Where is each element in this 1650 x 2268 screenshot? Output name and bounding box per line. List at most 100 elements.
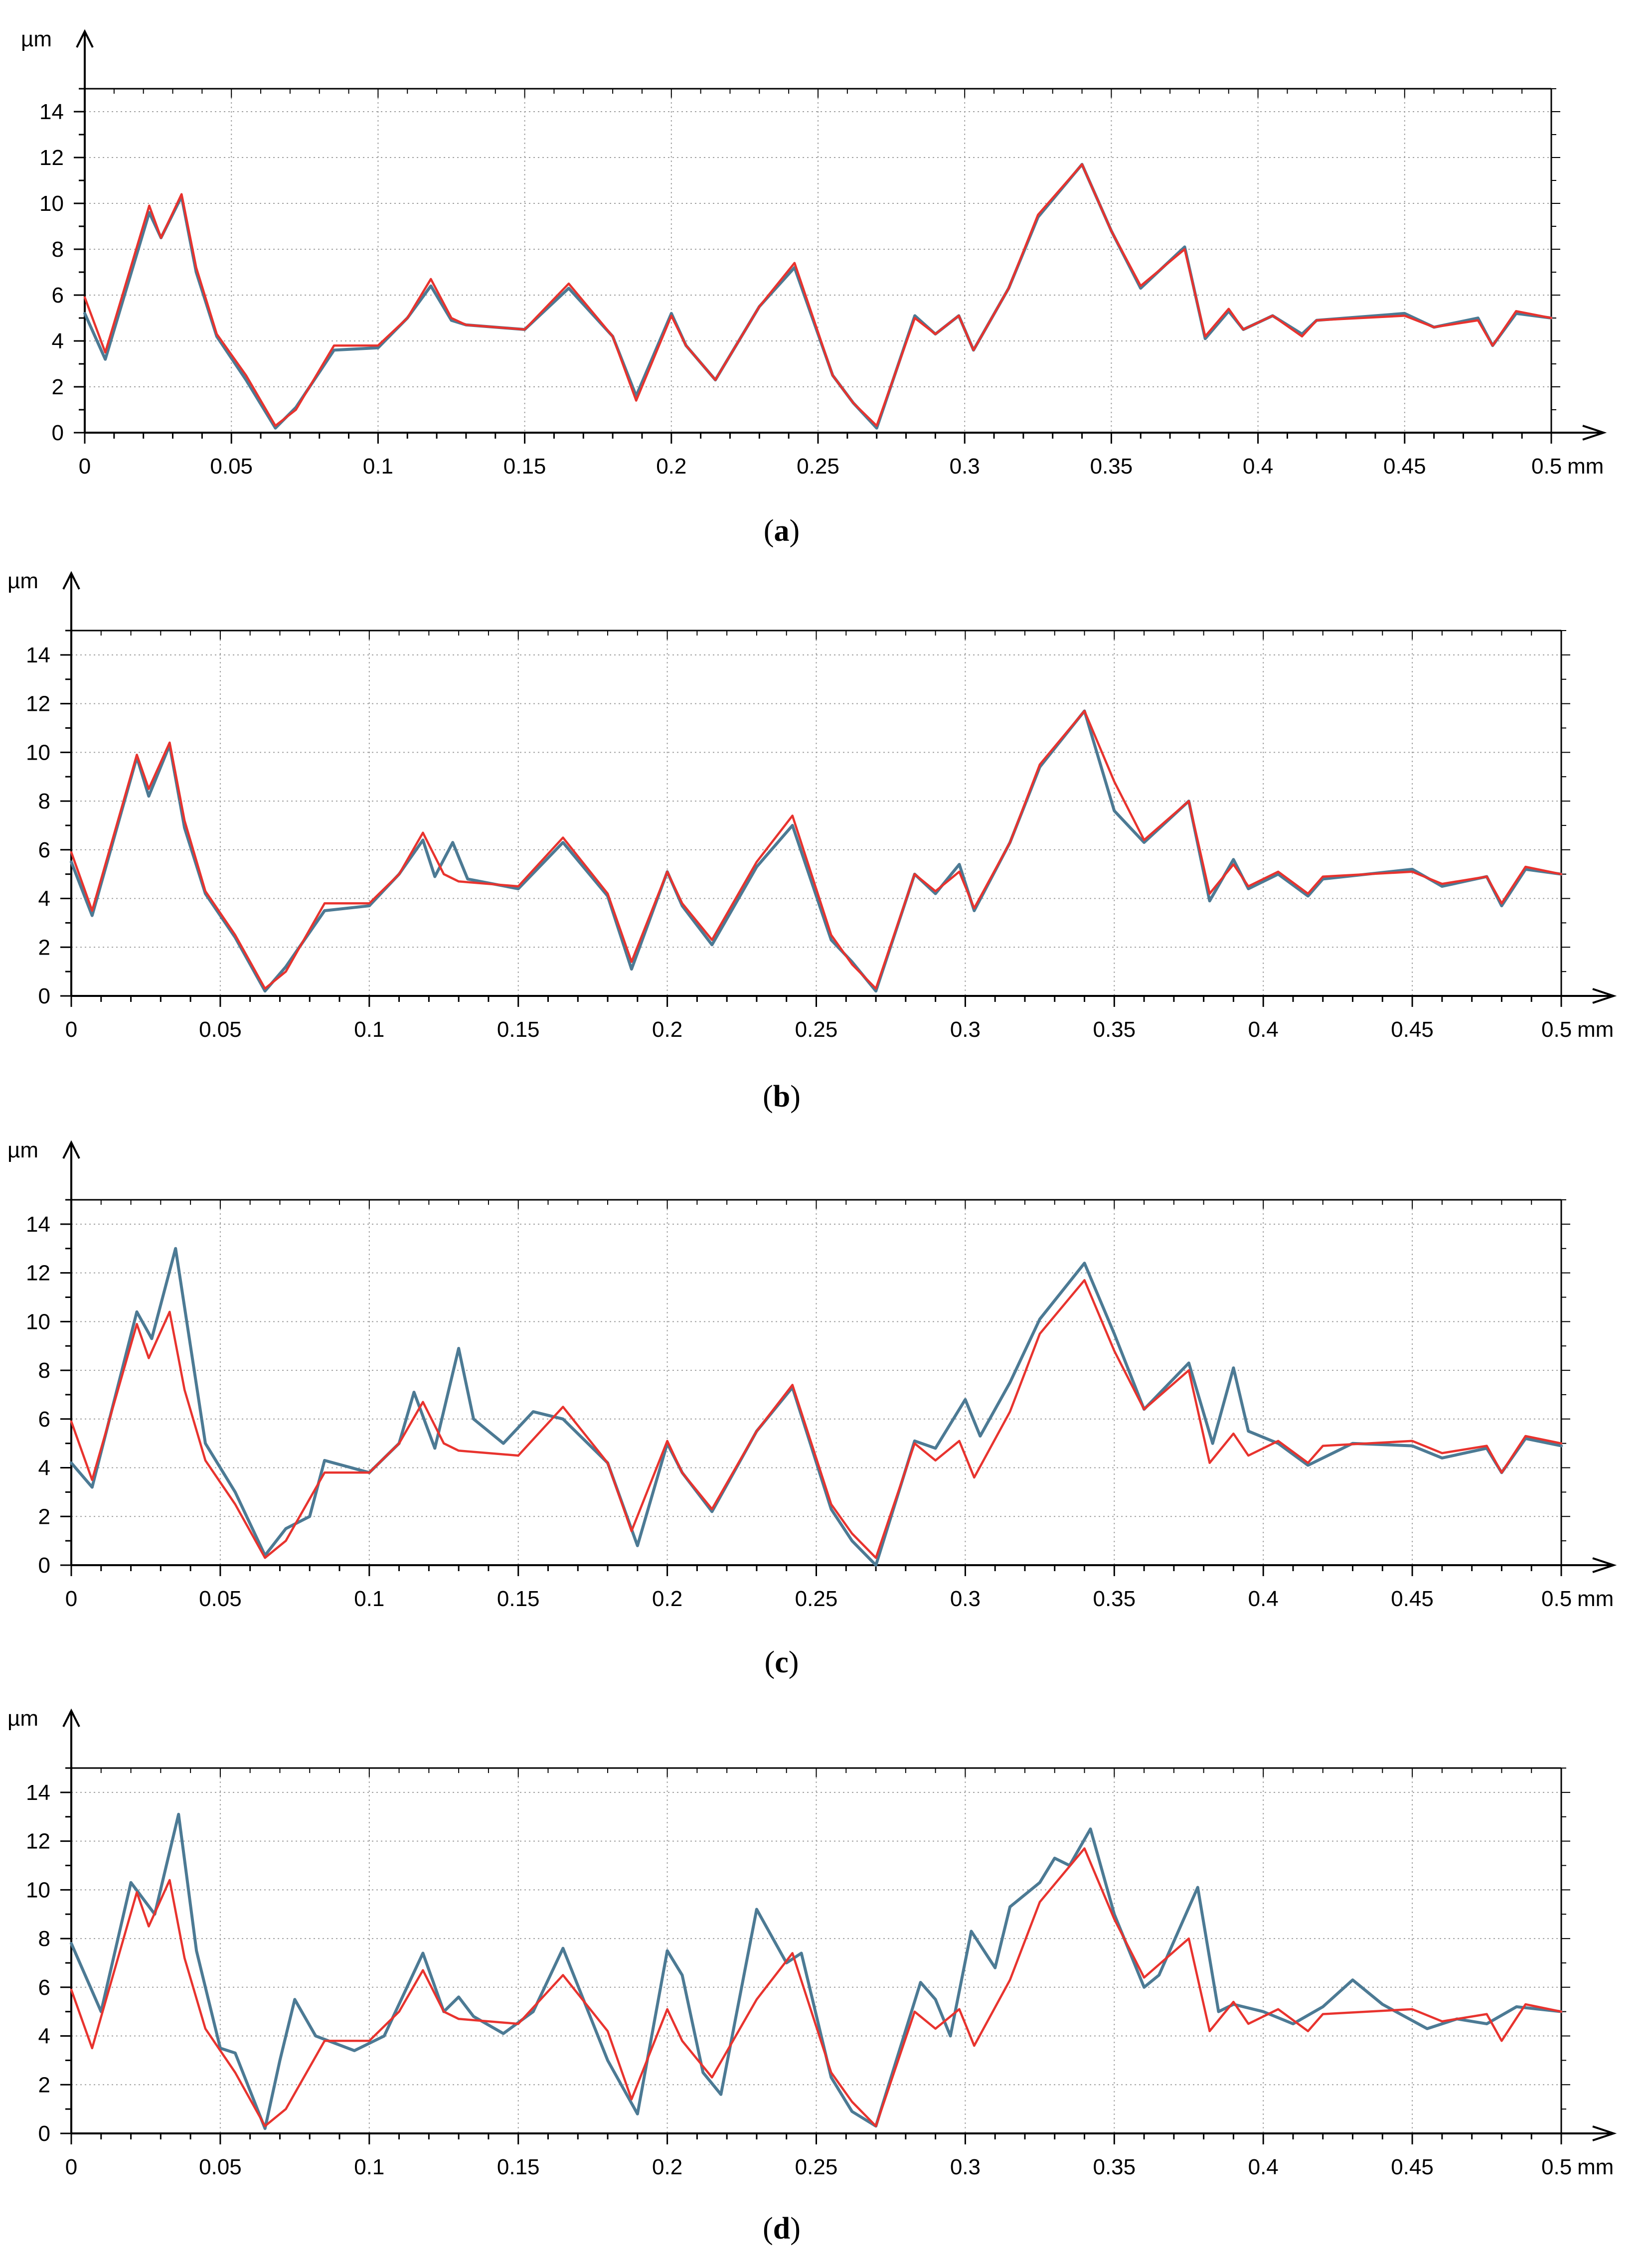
x-tick-label: 0.25: [795, 2155, 838, 2179]
y-axis-arrow: [76, 29, 94, 48]
x-tick-label: 0.1: [354, 1017, 384, 1042]
y-tick-label: 2: [38, 2073, 50, 2097]
x-axis-arrow: [1592, 2125, 1617, 2141]
x-tick-label: 0.45: [1391, 1017, 1434, 1042]
y-tick-label: 12: [39, 146, 64, 170]
x-tick-label: 0.45: [1391, 2155, 1434, 2179]
x-tick-label: 0.3: [950, 1017, 981, 1042]
y-tick-label: 4: [52, 329, 64, 353]
x-tick-label: 0: [65, 2155, 77, 2179]
x-axis-label: mm: [1577, 1017, 1614, 1042]
panel-caption-d: (d): [763, 2212, 801, 2246]
x-tick-label: 0.1: [363, 454, 393, 479]
x-tick-label: 0.2: [652, 2155, 682, 2179]
x-tick-label: 0.4: [1243, 454, 1273, 479]
y-tick-label: 4: [38, 2024, 50, 2049]
x-tick-label: 0.5: [1541, 1017, 1572, 1042]
x-tick-label: 0.4: [1248, 1017, 1279, 1042]
y-axis-label: µm: [7, 569, 38, 593]
panel-caption-c: (c): [764, 1645, 799, 1679]
x-tick-label: 0.3: [950, 2155, 981, 2179]
y-tick-label: 4: [38, 1456, 50, 1480]
y-tick-label: 12: [26, 692, 50, 716]
series-line-reference: [70, 1847, 1563, 2127]
y-tick-label: 14: [39, 100, 64, 124]
y-tick-label: 6: [52, 283, 64, 308]
series-line-reference: [70, 710, 1563, 990]
x-tick-label: 0.1: [354, 1587, 384, 1611]
y-axis-label: µm: [21, 27, 52, 51]
y-tick-label: 6: [38, 1407, 50, 1432]
x-tick-label: 0.25: [795, 1587, 838, 1611]
y-tick-label: 8: [38, 1927, 50, 1951]
x-tick-label: 0.5: [1531, 454, 1562, 479]
panel-caption-a: (a): [763, 514, 800, 548]
x-tick-label: 0.35: [1093, 1017, 1136, 1042]
x-axis-arrow: [1582, 425, 1607, 441]
y-tick-label: 12: [26, 1261, 50, 1286]
x-tick-label: 0.2: [652, 1587, 682, 1611]
y-tick-label: 14: [26, 643, 50, 667]
x-tick-label: 0.3: [950, 454, 980, 479]
y-tick-label: 2: [38, 935, 50, 960]
x-tick-label: 0.45: [1391, 1587, 1434, 1611]
x-tick-label: 0.05: [199, 2155, 242, 2179]
x-tick-label: 0.05: [210, 454, 253, 479]
x-tick-label: 0.35: [1093, 2155, 1136, 2179]
y-tick-label: 14: [26, 1212, 50, 1237]
x-tick-label: 0.15: [497, 1017, 540, 1042]
y-axis-label: µm: [7, 1706, 38, 1731]
y-tick-label: 0: [38, 1553, 50, 1578]
chart-panel-b: 0 2 4 6 8 10 12 14 0 0.05 0.1 0.15 0.2 0.25 0.3 0.35 0.4…: [7, 569, 1617, 1042]
y-tick-label: 14: [26, 1781, 50, 1805]
x-tick-label: 0.45: [1383, 454, 1426, 479]
y-axis-label: µm: [7, 1138, 38, 1162]
x-tick-label: 0.2: [656, 454, 686, 479]
chart-panel-c: 0 2 4 6 8 10 12 14 0 0.05 0.1 0.15 0.2 0.25 0.3 0.35 0.4…: [7, 1138, 1617, 1611]
y-tick-label: 4: [38, 887, 50, 911]
x-tick-label: 0: [65, 1017, 77, 1042]
y-tick-label: 0: [38, 2121, 50, 2146]
x-tick-label: 0.4: [1248, 1587, 1279, 1611]
x-tick-label: 0: [79, 454, 91, 479]
y-tick-label: 0: [38, 984, 50, 1008]
y-tick-label: 8: [38, 1358, 50, 1383]
y-tick-label: 12: [26, 1829, 50, 1854]
x-axis-arrow: [1592, 1557, 1617, 1573]
y-tick-label: 10: [39, 191, 64, 216]
y-tick-label: 6: [38, 838, 50, 862]
chart-panel-a: 0 2 4 6 8 10 12 14 0 0.05 0.1 0.15 0.2 0.25 0.3 0.35 0.4…: [21, 27, 1607, 479]
x-tick-label: 0: [65, 1587, 77, 1611]
y-axis-arrow: [62, 1708, 80, 1727]
y-tick-label: 10: [26, 1309, 50, 1334]
x-tick-label: 0.4: [1248, 2155, 1279, 2179]
x-tick-label: 0.35: [1093, 1587, 1136, 1611]
x-tick-label: 0.25: [797, 454, 839, 479]
y-axis-arrow: [62, 1140, 80, 1159]
y-tick-label: 6: [38, 1975, 50, 2000]
x-axis-arrow: [1592, 988, 1617, 1004]
y-axis-arrow: [62, 571, 80, 590]
x-axis-label: mm: [1567, 454, 1604, 479]
x-axis-label: mm: [1577, 1587, 1614, 1611]
x-axis-label: mm: [1577, 2155, 1614, 2179]
x-tick-label: 0.05: [199, 1587, 242, 1611]
chart-panel-d: 0 2 4 6 8 10 12 14 0 0.05 0.1 0.15 0.2 0.25 0.3 0.35 0.4…: [7, 1706, 1617, 2179]
y-tick-label: 2: [38, 1504, 50, 1529]
x-tick-label: 0.1: [354, 2155, 384, 2179]
y-tick-label: 10: [26, 740, 50, 765]
x-tick-label: 0.2: [652, 1017, 682, 1042]
y-tick-label: 8: [38, 789, 50, 813]
x-tick-label: 0.15: [503, 454, 546, 479]
x-tick-label: 0.15: [497, 1587, 540, 1611]
panel-caption-b: (b): [763, 1080, 801, 1114]
series-line-measured: [70, 1812, 1563, 2130]
x-tick-label: 0.5: [1541, 2155, 1572, 2179]
x-tick-label: 0.05: [199, 1017, 242, 1042]
y-tick-label: 0: [52, 421, 64, 445]
x-tick-label: 0.3: [950, 1587, 981, 1611]
x-tick-label: 0.25: [795, 1017, 838, 1042]
series-line-reference: [70, 1279, 1563, 1559]
x-tick-label: 0.5: [1541, 1587, 1572, 1611]
